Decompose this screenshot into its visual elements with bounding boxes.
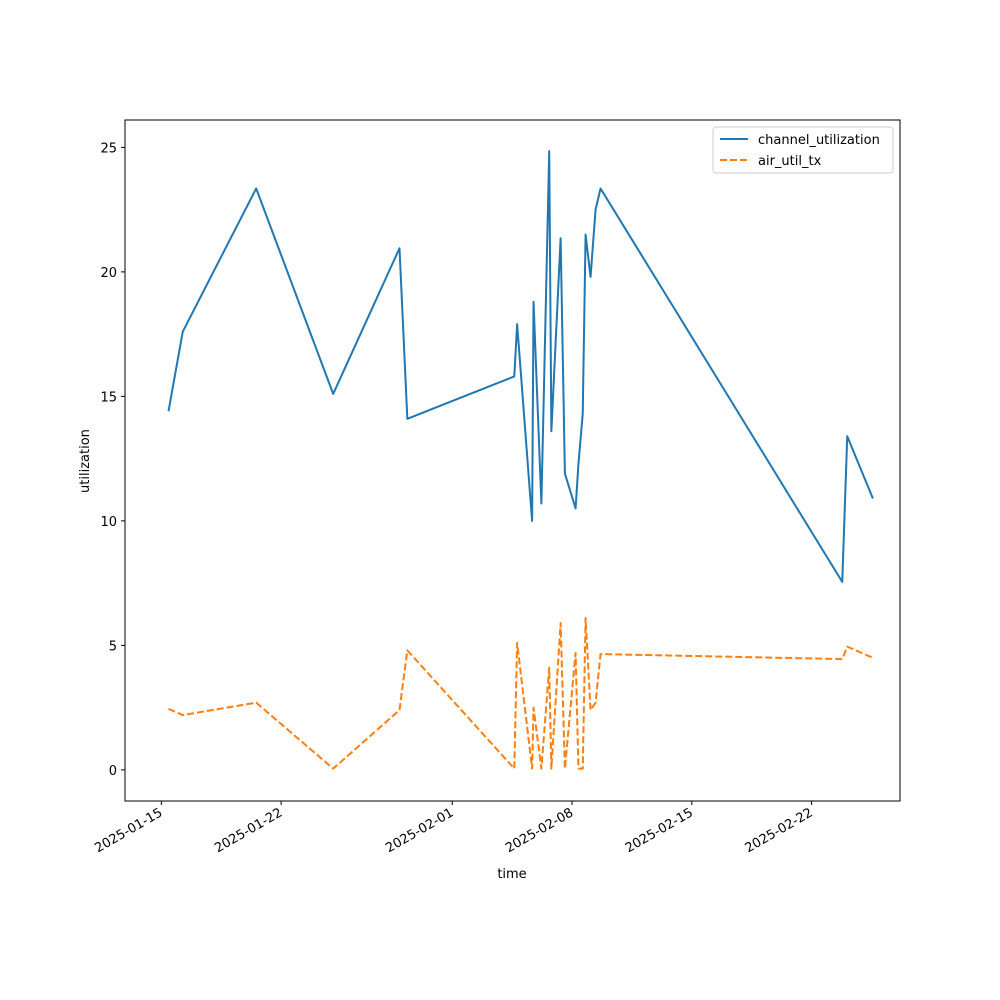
y-tick-label: 25 bbox=[100, 141, 117, 156]
x-axis-label: time bbox=[497, 867, 526, 882]
series-line-channel-utilization bbox=[167, 150, 874, 583]
legend-label-air-util-tx: air_util_tx bbox=[758, 154, 822, 169]
y-tick-label: 5 bbox=[109, 639, 117, 654]
y-tick-label: 20 bbox=[100, 266, 117, 281]
y-tick-label: 10 bbox=[100, 515, 117, 530]
legend-label-channel-utilization: channel_utilization bbox=[758, 133, 880, 148]
y-tick-label: 15 bbox=[100, 390, 117, 405]
legend: channel_utilization air_util_tx bbox=[712, 126, 894, 174]
plot-background bbox=[125, 120, 900, 801]
plot-frame bbox=[124, 119, 901, 802]
series-line-air-util-tx bbox=[168, 616, 874, 770]
series-layer bbox=[167, 150, 874, 770]
y-axis: 0 5 10 15 20 25 bbox=[100, 141, 125, 779]
y-axis-label: utilization bbox=[78, 429, 93, 493]
y-tick-label: 0 bbox=[109, 764, 117, 779]
legend-frame bbox=[712, 126, 894, 174]
